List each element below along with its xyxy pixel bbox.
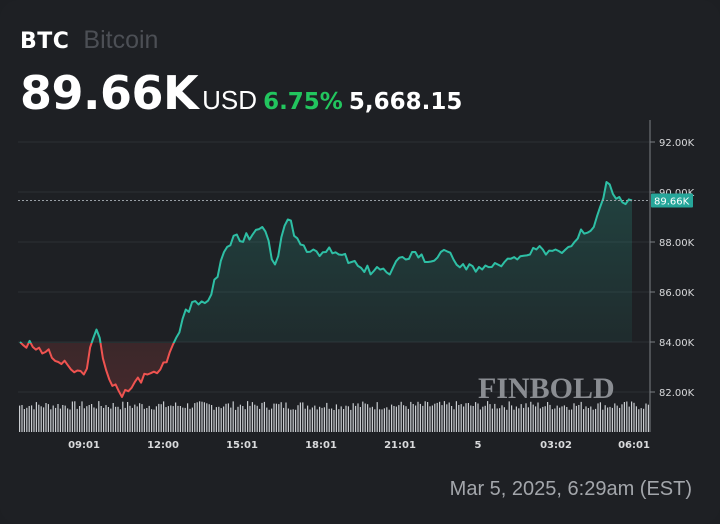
x-tick-label: 15:01	[226, 440, 258, 451]
y-tick-label: 88.00K	[659, 238, 695, 249]
y-tick-label: 92.00K	[659, 138, 695, 149]
last-price-tag: 89.66K	[651, 193, 693, 208]
x-tick-label: 18:01	[305, 440, 337, 451]
change-percent: 6.75%	[263, 89, 343, 115]
volume-bars	[19, 401, 649, 432]
timestamp: Mar 5, 2025, 6:29am (EST)	[449, 478, 692, 500]
asset-name: Bitcoin	[83, 26, 159, 54]
asset-symbol: BTC	[20, 29, 70, 54]
x-axis-labels: 09:01 12:00 15:01 18:01 21:01 5 03:02 06:01	[68, 440, 650, 451]
y-tick-label: 86.00K	[659, 288, 695, 299]
y-tick-label: 82.00K	[659, 388, 695, 399]
asset-header: BTC Bitcoin	[20, 26, 158, 55]
x-tick-label: 12:00	[147, 440, 179, 451]
y-tick-label: 84.00K	[659, 338, 695, 349]
current-price: 89.66K	[20, 66, 199, 120]
finbold-watermark: FINBOLD	[478, 372, 615, 405]
currency-label: USD	[202, 85, 258, 115]
x-tick-label: 06:01	[618, 440, 650, 451]
x-tick-label: 03:02	[540, 440, 572, 451]
price-area	[20, 182, 632, 397]
last-price-value: 89.66K	[654, 197, 690, 208]
x-tick-label: 5	[475, 440, 482, 451]
change-absolute: 5,668.15	[348, 89, 463, 115]
price-row: 89.66K USD 6.75% 5,668.15	[20, 66, 462, 120]
x-tick-label: 09:01	[68, 440, 100, 451]
price-line	[19, 181, 633, 398]
x-tick-label: 21:01	[384, 440, 416, 451]
